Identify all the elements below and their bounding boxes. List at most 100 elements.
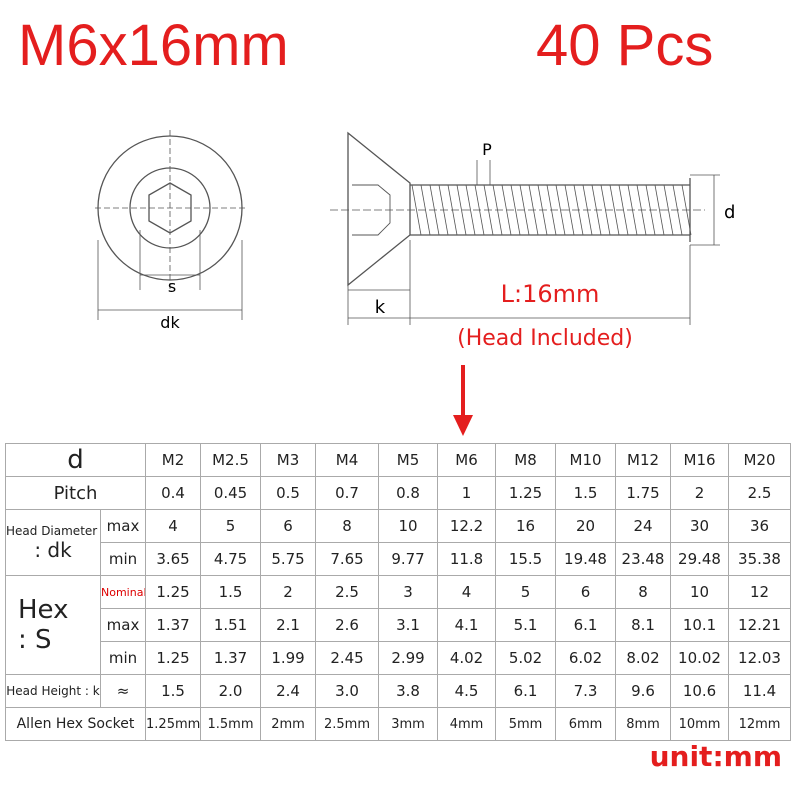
cell: 2.1: [260, 608, 317, 642]
cell: 24: [615, 509, 672, 543]
cell: 23.48: [615, 542, 672, 576]
cell: 29.48: [670, 542, 730, 576]
cell: 8: [615, 575, 672, 609]
cell: 5: [495, 575, 557, 609]
cell: 12.21: [728, 608, 792, 642]
cell: 1.25mm: [145, 707, 202, 741]
cell: 10.02: [670, 641, 730, 675]
cell: 6: [555, 575, 617, 609]
cell: 1.51: [200, 608, 262, 642]
label-k: k: [375, 297, 386, 318]
table-row: Allen Hex Socket 1.25mm 1.5mm 2mm 2.5mm 3mm 4m…: [4, 707, 792, 741]
cell: 1.99: [260, 641, 317, 675]
thread: [510, 184, 521, 236]
label-p: P: [482, 140, 492, 159]
cell: M16: [670, 443, 730, 477]
row-label: d: [4, 443, 147, 477]
quantity: 40 Pcs: [536, 13, 714, 78]
cell: M12: [615, 443, 672, 477]
cell: 0.4: [145, 476, 202, 510]
cell: 3.0: [315, 674, 380, 708]
cell: 12.2: [437, 509, 497, 543]
unit: unit:mm: [649, 740, 782, 773]
label-dk: dk: [160, 313, 180, 332]
cell: 1.37: [200, 641, 262, 675]
cell: 6mm: [555, 707, 617, 741]
cell: 12.03: [728, 641, 792, 675]
cell: 5.02: [495, 641, 557, 675]
sub-label: max: [99, 509, 147, 543]
table-row: d M2 M2.5 M3 M4 M5 M6 M8 M10 M12 M16 M20: [4, 443, 792, 477]
sub-label: Nominal: [99, 575, 147, 609]
cell: 12: [728, 575, 792, 609]
thread: [663, 184, 674, 236]
cell: 2.5: [728, 476, 792, 510]
cell: 5: [200, 509, 262, 543]
cell: 3.1: [378, 608, 439, 642]
cell: 8: [315, 509, 380, 543]
thread: [411, 184, 422, 236]
thread: [564, 184, 575, 236]
cell: 16: [495, 509, 557, 543]
cell: M10: [555, 443, 617, 477]
label-d: d: [724, 202, 735, 223]
cell: 4: [145, 509, 202, 543]
cell: 7.3: [555, 674, 617, 708]
cell: M3: [260, 443, 317, 477]
cell: 36: [728, 509, 792, 543]
cell: 2.0: [200, 674, 262, 708]
label-line: Head Diameter: [6, 523, 98, 538]
cell: 4.5: [437, 674, 497, 708]
cell: 2: [260, 575, 317, 609]
label-line: Hex: [18, 595, 69, 625]
cell: 2.5: [315, 575, 380, 609]
table-row: Hex: S Nominal 1.25 1.5 2 2.5 3 4 5 6 8 10 12: [5, 575, 792, 675]
cell: 4: [437, 575, 497, 609]
cell: 2.5mm: [315, 707, 380, 741]
sub-label: min: [99, 542, 147, 576]
cell: 1.25: [145, 575, 202, 609]
cell: 15.5: [495, 542, 557, 576]
row-label: Allen Hex Socket: [4, 707, 147, 741]
cell: 6.1: [495, 674, 557, 708]
cell: 0.45: [200, 476, 262, 510]
cell: M2: [145, 443, 202, 477]
cell: 2: [670, 476, 730, 510]
table-row: min 1.25 1.37 1.99 2.45 2.99 4.02 5.02 6.02 8.02 1…: [6, 641, 792, 675]
cell: 7.65: [315, 542, 380, 576]
cell: M4: [315, 443, 380, 477]
cell: 3.65: [145, 542, 202, 576]
cell: 3: [378, 575, 439, 609]
label-line: Pitch: [53, 482, 98, 504]
title: M6x16mm: [18, 13, 289, 78]
label-s: s: [168, 277, 176, 296]
cell: 1.25: [495, 476, 557, 510]
cell: 6.02: [555, 641, 617, 675]
cell: 0.7: [315, 476, 380, 510]
cell: 1.25: [145, 641, 202, 675]
length: L:16mm: [501, 280, 600, 308]
row-label: Head Height : k: [5, 674, 101, 708]
cell: 10.1: [670, 608, 730, 642]
table-row: Pitch 0.4 0.45 0.5 0.7 0.8 1 1.25 1.5 1.75 2 2.5: [4, 476, 792, 510]
row-label: Head Diameter: dk: [5, 509, 101, 576]
cell: 11.4: [728, 674, 792, 708]
cell: 1.5: [145, 674, 202, 708]
cell: M6: [437, 443, 497, 477]
cell: 2.45: [315, 641, 380, 675]
cell: 10mm: [670, 707, 730, 741]
row-label: Hex: S: [5, 575, 101, 675]
label-line: d: [67, 445, 84, 475]
label-line: Head Height : k: [6, 684, 100, 698]
thread: [456, 184, 467, 236]
cell: 4.1: [437, 608, 497, 642]
row-label: Pitch: [4, 476, 147, 510]
cell: 9.6: [615, 674, 672, 708]
label-line: Allen Hex Socket: [16, 716, 135, 732]
cell: 0.5: [260, 476, 317, 510]
cell: 35.38: [728, 542, 792, 576]
cell: 5mm: [495, 707, 557, 741]
thread: [609, 184, 620, 236]
cell: 1.5mm: [200, 707, 262, 741]
cell: 5.75: [260, 542, 317, 576]
